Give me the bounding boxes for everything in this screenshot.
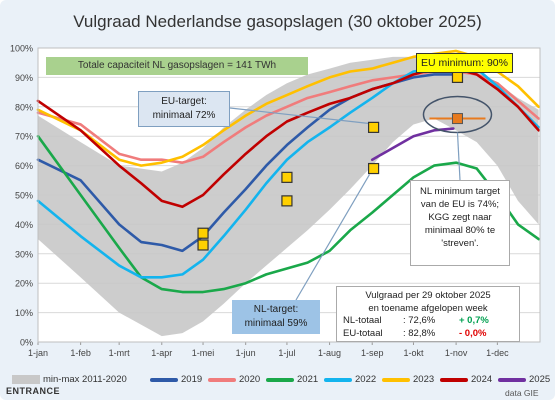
x-tick-label: 1-dec [486,348,509,358]
summary-row-nl: NL-totaal : 72,6% + 0,7% [343,315,513,328]
summary-eu-value: : 82,8% [403,327,436,339]
x-tick-label: 1-okt [403,348,424,358]
x-tick-label: 1-jan [28,348,48,358]
series-line-2023 [36,49,540,167]
legend: min-max 2011-2020 2019 2020 2021 2022 20… [10,374,550,386]
eu-minimum-label: EU minimum: 90% [416,53,513,73]
summary-box: Vulgraad per 29 oktober 2025 en toename … [336,286,520,342]
eu-target-marker [197,227,209,239]
x-tick-label: 1-mei [192,348,215,358]
legend-item-2023: 2023 [382,374,434,385]
series-line-2021 [36,134,540,294]
x-tick-label: 1-mrt [109,348,130,358]
x-tick-label: 1-aug [318,348,341,358]
plot-border [37,47,541,343]
eu-target-callout: EU-target: minimaal 72% [138,91,230,127]
eu-target-line1: EU-target: [161,96,207,107]
y-tick-label: 70% [15,132,33,142]
legend-label-band: min-max 2011-2020 [43,374,127,385]
summary-header-1: Vulgraad per 29 oktober 2025 [365,290,491,301]
eu-target-marker [197,239,209,251]
summary-row-eu: EU-totaal : 82,8% - 0,0% [343,328,513,341]
legend-item-2025: 2025 [498,374,550,385]
legend-label-2019: 2019 [181,374,203,385]
nl-minimum-note: NL minimum target van de EU is 74%; KGG … [410,180,510,266]
capacity-note: Totale capaciteit NL gasopslagen = 141 T… [46,57,308,75]
nl-note-line4: minimaal 80% te [424,225,496,236]
x-tick-label: 1-jun [236,348,256,358]
summary-nl-value: : 72,6% [403,315,436,326]
nl-note-line5: 'streven'. [441,238,479,249]
summary-nl-change: + 0,7% [459,315,489,326]
summary-eu-label: EU-totaal [343,327,383,339]
nl-target-callout: NL-target: minimaal 59% [232,300,320,334]
legend-swatch-2025 [498,377,526,382]
x-tick-label: 1-sep [361,348,384,358]
eu-target-marker [281,195,293,207]
nl-note-line2: van de EU is 74%; [420,199,500,210]
eu-target-marker [367,162,380,175]
y-tick-label: 10% [15,308,33,318]
nl-note-line3: KGG zegt naar [428,212,492,223]
y-tick-label: 50% [15,191,33,201]
eu-target-marker [451,71,464,84]
nl-minimum-marker [451,113,463,125]
y-tick-label: 40% [15,220,33,230]
legend-item-2019: 2019 [150,374,202,385]
legend-label-2025: 2025 [529,374,551,385]
summary-header-2: en toename afgelopen week [368,302,488,314]
eu-target-marker [367,121,380,133]
legend-swatch-2024 [440,377,468,382]
legend-swatch-band [12,375,40,384]
legend-swatch-2019 [150,377,178,382]
legend-item-band: min-max 2011-2020 [12,374,127,385]
y-tick-label: 30% [15,249,33,259]
x-tick-label: 1-jul [278,348,295,358]
summary-eu-change: - 0,0% [459,327,487,339]
brand-logo-text: ENTRANCE [6,386,61,396]
y-tick-label: 20% [15,279,33,289]
y-tick-label: 100% [10,44,33,54]
chart-title: Vulgraad Nederlandse gasopslagen (30 okt… [73,12,482,31]
y-tick-label: 60% [15,161,33,171]
legend-label-2022: 2022 [355,374,377,385]
summary-nl-label: NL-totaal [343,315,382,326]
x-tick-label: 1-apr [151,348,172,358]
legend-item-2022: 2022 [324,374,376,385]
legend-item-2020: 2020 [208,374,260,385]
nl-target-arrow [295,174,370,301]
eu-target-line2: minimaal 72% [152,110,216,121]
legend-swatch-2022 [324,377,352,382]
eu-target-arrow [229,107,369,124]
y-tick-label: 90% [15,73,33,83]
nl-target-line1: NL-target: [253,304,299,315]
legend-swatch-2021 [266,377,294,382]
source-note: data GIE [505,388,539,398]
nl-note-line1: NL minimum target [420,186,500,197]
eu-target-marker [281,171,293,183]
legend-label-2024: 2024 [471,374,493,385]
y-tick-label: 80% [15,102,33,112]
x-tick-label: 1-nov [445,348,468,358]
y-tick-label: 0% [20,338,33,348]
legend-label-2020: 2020 [239,374,261,385]
legend-swatch-2020 [208,377,236,382]
legend-item-2021: 2021 [266,374,318,385]
legend-item-2024: 2024 [440,374,492,385]
nl-note-arrow [456,132,461,181]
x-tick-label: 1-feb [70,348,91,358]
legend-label-2021: 2021 [297,374,319,385]
nl-target-line2: minimaal 59% [244,318,308,329]
legend-label-2023: 2023 [413,374,435,385]
legend-swatch-2023 [382,377,410,382]
